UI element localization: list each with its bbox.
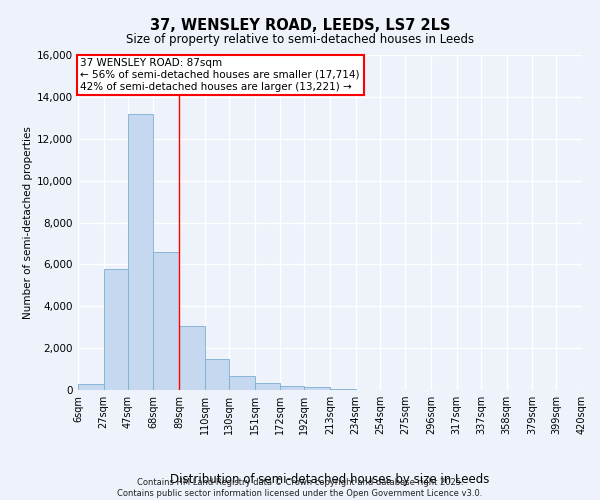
- Bar: [330, 388, 356, 390]
- Bar: [254, 384, 280, 390]
- Bar: [128, 114, 154, 390]
- Bar: [229, 376, 254, 390]
- X-axis label: Distribution of semi-detached houses by size in Leeds: Distribution of semi-detached houses by …: [170, 473, 490, 486]
- Text: Contains HM Land Registry data © Crown copyright and database right 2025.
Contai: Contains HM Land Registry data © Crown c…: [118, 478, 482, 498]
- Bar: [280, 386, 304, 390]
- Text: 37 WENSLEY ROAD: 87sqm
← 56% of semi-detached houses are smaller (17,714)
42% of: 37 WENSLEY ROAD: 87sqm ← 56% of semi-det…: [80, 58, 360, 92]
- Bar: [304, 388, 330, 390]
- Bar: [205, 359, 229, 390]
- Text: Size of property relative to semi-detached houses in Leeds: Size of property relative to semi-detach…: [126, 32, 474, 46]
- Text: 37, WENSLEY ROAD, LEEDS, LS7 2LS: 37, WENSLEY ROAD, LEEDS, LS7 2LS: [150, 18, 450, 32]
- Bar: [104, 268, 128, 390]
- Bar: [154, 252, 179, 390]
- Bar: [78, 384, 104, 390]
- Y-axis label: Number of semi-detached properties: Number of semi-detached properties: [23, 126, 33, 319]
- Bar: [179, 326, 205, 390]
